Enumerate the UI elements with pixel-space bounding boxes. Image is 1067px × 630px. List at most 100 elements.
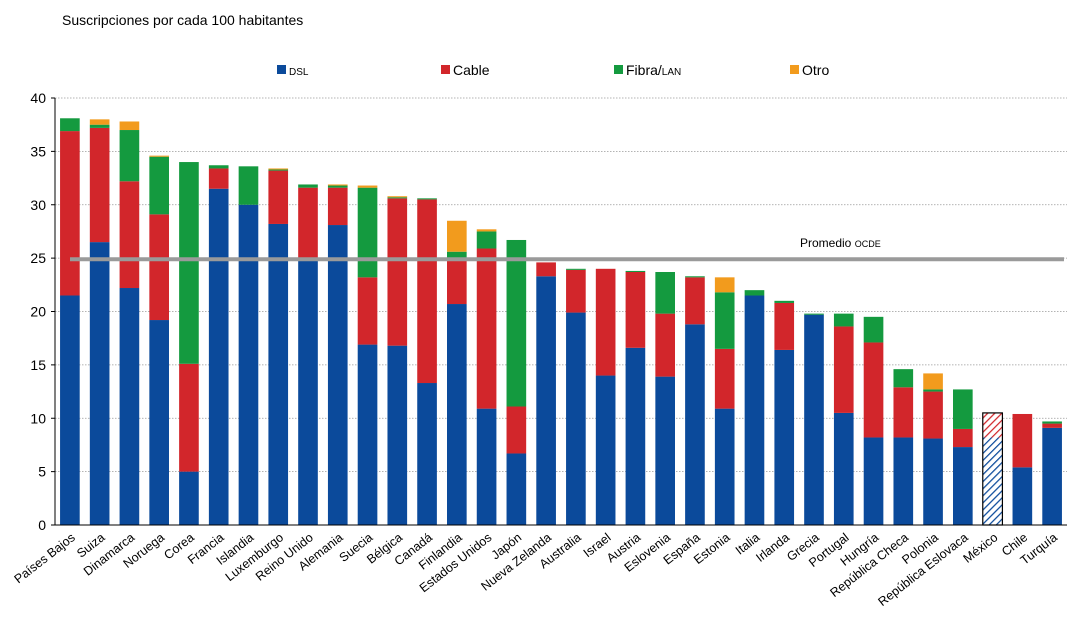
legend-item-fibra-lan: Fibra/LAN: [614, 62, 681, 78]
bar-eslovenia-dsl: [655, 376, 675, 525]
bar-polonia-cable: [923, 391, 943, 439]
bar-suiza-dsl: [89, 242, 110, 526]
bar-israel-cable: [595, 268, 616, 376]
bar-noruega-cable: [149, 214, 169, 321]
bar-estonia-fibra-lan: [714, 292, 735, 349]
bar-japon-cable: [506, 406, 527, 454]
bar-mexico-cable: [982, 415, 1003, 438]
bar-polonia-otro: [923, 373, 943, 390]
bar-estados-unidos-otro: [476, 229, 497, 232]
bar-austria-dsl: [625, 347, 646, 525]
bar-turquia-cable: [1042, 423, 1062, 428]
bar-irlanda-cable: [774, 302, 795, 350]
bar-turquia-dsl: [1042, 427, 1062, 525]
bar-suecia-dsl: [357, 344, 378, 525]
bar-italia-fibra-lan: [744, 290, 765, 296]
bar-corea-cable: [179, 363, 199, 472]
bar-belgica-dsl: [387, 345, 408, 525]
x-tick-label: Irlanda: [753, 530, 792, 565]
bar-francia-fibra-lan: [208, 165, 229, 169]
bar-australia-dsl: [566, 312, 586, 525]
bar-corea-dsl: [179, 471, 199, 525]
bar-australia-cable: [566, 269, 586, 313]
bar-portugal-cable: [833, 326, 854, 413]
oecd-average-line: Promedio OCDE: [70, 236, 1064, 262]
bar-dinamarca-otro: [119, 121, 140, 131]
bar-estonia-otro: [714, 277, 735, 293]
bar-alemania-otro: [327, 184, 348, 186]
bar-reino-unido-cable: [298, 187, 318, 261]
bar-alemania-dsl: [327, 225, 348, 525]
legend-swatch: [441, 65, 450, 74]
bar-portugal-dsl: [833, 412, 854, 525]
bar-grecia-fibra-lan: [804, 313, 824, 315]
y-tick-label: 15: [30, 357, 46, 373]
y-tick-label: 35: [30, 143, 46, 159]
bar-islandia-fibra-lan: [238, 166, 259, 205]
bar-suiza-fibra-lan: [89, 124, 110, 128]
y-tick-label: 40: [30, 90, 46, 106]
y-tick-label: 0: [38, 517, 46, 533]
chart-title: Suscripciones por cada 100 habitantes: [62, 12, 304, 28]
bar-japon-dsl: [506, 453, 527, 525]
bar-finlandia-fibra-lan: [447, 251, 467, 261]
bar-israel-dsl: [595, 375, 616, 525]
bar-nueva-zelanda-dsl: [536, 276, 556, 525]
bar-republica-checa-fibra-lan: [893, 369, 914, 388]
bar-luxemburgo-fibra-lan: [268, 169, 289, 171]
bar-alemania-cable: [327, 187, 348, 226]
bar-chile-cable: [1012, 413, 1033, 468]
bar-australia-fibra-lan: [566, 268, 586, 270]
bar-eslovenia-cable: [655, 313, 675, 377]
bar-espana-cable: [685, 277, 705, 325]
legend-item-cable: Cable: [441, 62, 490, 78]
legend-item-dsl: DSL: [277, 65, 309, 78]
bar-japon-fibra-lan: [506, 239, 527, 407]
bar-irlanda-dsl: [774, 349, 795, 525]
bar-eslovenia-fibra-lan: [655, 272, 675, 314]
bar-suecia-fibra-lan: [357, 187, 378, 278]
average-line-label: Promedio OCDE: [800, 236, 881, 250]
bar-austria-cable: [625, 272, 646, 348]
bar-dinamarca-fibra-lan: [119, 130, 140, 182]
bar-belgica-fibra-lan: [387, 197, 408, 199]
bar-paises-bajos-cable: [60, 131, 80, 296]
bar-francia-dsl: [208, 188, 229, 526]
bar-suecia-cable: [357, 277, 378, 345]
bar-suecia-otro: [357, 185, 378, 188]
bar-portugal-fibra-lan: [833, 313, 854, 327]
bar-luxemburgo-otro: [268, 168, 289, 170]
bar-estados-unidos-fibra-lan: [476, 231, 497, 249]
bar-turquia-fibra-lan: [1042, 421, 1062, 424]
gridlines: [55, 97, 1067, 473]
bar-espana-fibra-lan: [685, 276, 705, 278]
bar-republica-eslovaca-fibra-lan: [953, 389, 973, 429]
bar-finlandia-otro: [447, 220, 467, 252]
bar-corea-fibra-lan: [179, 162, 199, 364]
legend-label: DSL: [289, 67, 309, 78]
y-tick-label: 5: [38, 464, 46, 480]
bar-polonia-fibra-lan: [923, 389, 943, 392]
bar-dinamarca-cable: [119, 181, 140, 289]
bar-republica-checa-cable: [893, 387, 914, 438]
bar-austria-fibra-lan: [625, 270, 646, 273]
bar-suiza-otro: [89, 119, 110, 125]
bar-republica-checa-dsl: [893, 437, 914, 525]
bar-estados-unidos-dsl: [476, 408, 497, 525]
bar-hungria-cable: [863, 342, 884, 438]
y-tick-label: 30: [30, 197, 46, 213]
bar-mexico-dsl: [982, 437, 1003, 525]
bar-italia-dsl: [744, 295, 765, 525]
legend-swatch: [614, 65, 623, 74]
bar-estonia-dsl: [714, 408, 735, 525]
legend-swatch: [790, 65, 799, 74]
x-axis: [54, 98, 1067, 526]
bar-nueva-zelanda-cable: [536, 262, 556, 277]
bar-finlandia-cable: [447, 260, 467, 305]
bar-canada-dsl: [417, 383, 437, 525]
legend-label: Otro: [802, 62, 829, 78]
bar-belgica-otro: [387, 196, 408, 198]
bar-reino-unido-fibra-lan: [298, 184, 318, 188]
legend-swatch: [277, 65, 286, 74]
